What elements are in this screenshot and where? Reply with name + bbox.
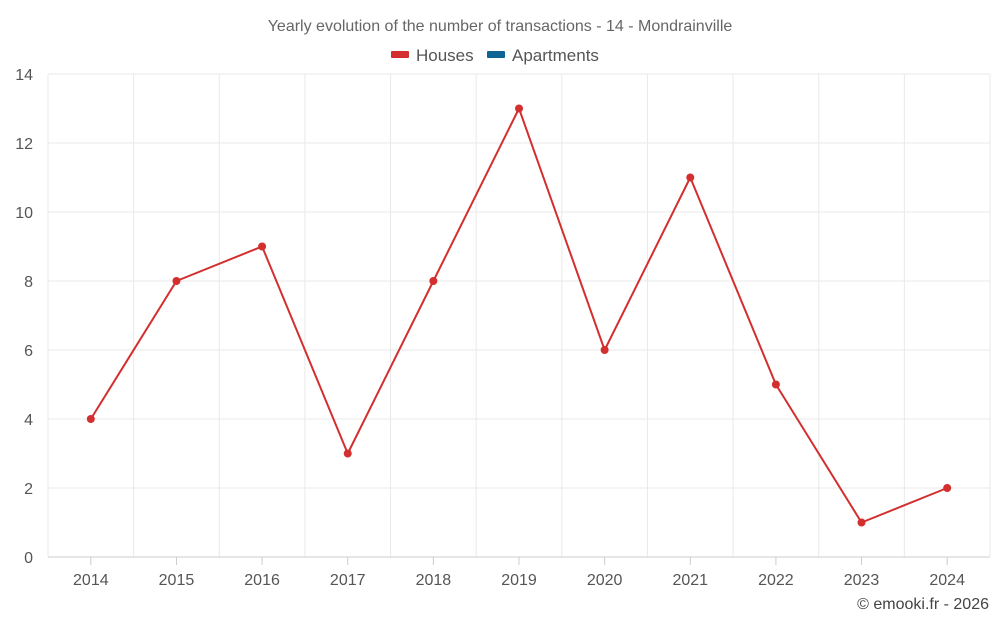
x-tick-label: 2018: [416, 572, 452, 589]
x-tick-label: 2022: [758, 572, 794, 589]
data-point-houses-2019[interactable]: [515, 104, 523, 113]
y-tick-label: 2: [24, 481, 33, 498]
legend-swatch-apartments: [487, 51, 505, 58]
data-point-houses-2016[interactable]: [258, 242, 267, 251]
y-tick-label: 14: [15, 67, 33, 84]
data-point-houses-2021[interactable]: [686, 173, 695, 182]
x-axis: 2014 2015 2016 2017 2018 2019 2020 2021 2022 2023…: [48, 556, 990, 589]
x-tick-label: 2020: [587, 572, 623, 589]
legend-label-apartments: Apartments: [512, 46, 599, 65]
data-point-houses-2022[interactable]: [771, 380, 780, 389]
chart-legend: Houses Apartments: [391, 46, 599, 65]
legend-item-apartments[interactable]: Apartments: [487, 46, 599, 65]
y-axis: 0 2 4 6 8 10 12 14: [15, 67, 33, 567]
data-point-houses-2018[interactable]: [429, 277, 438, 285]
y-tick-label: 0: [24, 550, 33, 567]
x-tick-label: 2024: [929, 572, 965, 589]
y-tick-label: 12: [15, 136, 33, 153]
data-point-houses-2024[interactable]: [943, 484, 952, 492]
data-point-houses-2020[interactable]: [600, 346, 609, 354]
data-point-houses-2015[interactable]: [172, 277, 181, 285]
x-tick-label: 2015: [159, 572, 195, 589]
data-point-houses-2017[interactable]: [343, 449, 352, 458]
y-tick-label: 8: [24, 274, 33, 291]
chart-title: Yearly evolution of the number of transa…: [268, 18, 733, 35]
data-point-houses-2014[interactable]: [86, 415, 95, 423]
y-tick-label: 6: [24, 343, 33, 360]
series-houses: [86, 104, 952, 527]
legend-label-houses: Houses: [416, 46, 474, 65]
x-tick-label: 2023: [844, 572, 880, 589]
x-tick-label: 2019: [501, 572, 537, 589]
y-tick-label: 4: [24, 412, 33, 429]
legend-item-houses[interactable]: Houses: [391, 46, 474, 65]
gridlines: [47, 73, 991, 557]
x-tick-label: 2016: [244, 572, 280, 589]
x-tick-label: 2014: [73, 572, 109, 589]
credit-text: © emooki.fr - 2026: [857, 596, 989, 613]
legend-swatch-houses: [391, 51, 409, 58]
data-point-houses-2023[interactable]: [857, 518, 866, 527]
x-tick-label: 2021: [672, 572, 708, 589]
x-tick-label: 2017: [330, 572, 366, 589]
y-tick-label: 10: [15, 205, 33, 222]
